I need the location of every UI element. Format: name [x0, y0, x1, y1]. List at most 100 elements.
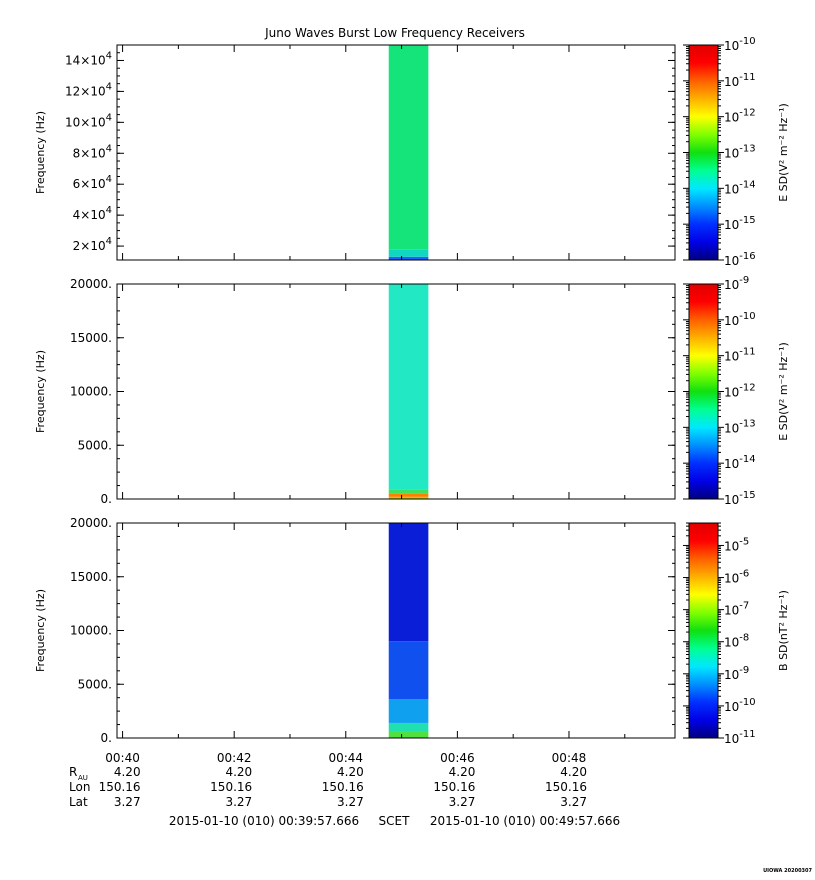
colorbar-tick-exponent: -12 — [739, 108, 755, 119]
ephemeris-row-label: Lon — [69, 780, 90, 794]
footer-end-time: 2015-01-10 (010) 00:49:57.666 — [430, 814, 620, 828]
y-tick-exponent: 4 — [106, 112, 112, 123]
time-axis-labels: 00:40 00:42 00:44 00:46 00:48 — [105, 751, 586, 765]
spectrogram-band — [388, 493, 429, 497]
time-tick-label: 00:46 — [440, 751, 475, 765]
y-tick-label: 15000. — [70, 331, 112, 345]
y-tick-exponent: 4 — [106, 50, 112, 61]
y-axis-label: Frequency (Hz) — [34, 350, 47, 433]
y-tick-label: 6×104 — [73, 174, 112, 191]
y-axis-label: Frequency (Hz) — [34, 111, 47, 194]
time-tick-label: 00:40 — [105, 751, 140, 765]
time-tick-label: 00:42 — [217, 751, 252, 765]
spectrogram-band — [388, 641, 429, 700]
colorbar-label: B SD(nT² Hz⁻¹) — [777, 590, 790, 671]
colorbar-tick-exponent: -9 — [739, 665, 749, 676]
ephemeris-value: 150.16 — [433, 780, 475, 794]
colorbar — [688, 44, 719, 261]
spectrogram-band — [388, 722, 429, 732]
colorbar-tick-label: 10-13 — [724, 144, 756, 161]
colorbar-tick-label: 10-11 — [724, 347, 756, 364]
ephemeris-value: 3.27 — [225, 795, 252, 809]
y-tick-label: 0. — [101, 731, 112, 745]
colorbar-tick-label: 10-8 — [724, 633, 749, 650]
ephemeris-row-label: R — [69, 765, 77, 779]
ephemeris-value: 150.16 — [322, 780, 364, 794]
chart-title: Juno Waves Burst Low Frequency Receivers — [264, 26, 525, 40]
colorbar-tick-exponent: -13 — [739, 144, 755, 155]
colorbar-label: E SD(V² m⁻² Hz⁻¹) — [777, 342, 790, 441]
colorbar-tick-exponent: -16 — [739, 251, 755, 262]
colorbar-tick-label: 10-16 — [724, 251, 756, 268]
ephemeris-value: 3.27 — [449, 795, 476, 809]
colorbar-tick-label: 10-10 — [724, 697, 756, 714]
credit-label: UIOWA 20200307 — [763, 868, 812, 874]
colorbar-tick-label: 10-10 — [724, 311, 756, 328]
colorbar-tick-exponent: -14 — [739, 179, 755, 190]
spectrogram-band — [388, 699, 429, 723]
colorbar-tick-exponent: -10 — [739, 697, 755, 708]
ephemeris-value: 3.27 — [114, 795, 141, 809]
colorbar-tick-label: 10-15 — [724, 490, 756, 507]
spectrogram-band — [388, 731, 429, 738]
footer-start-time: 2015-01-10 (010) 00:39:57.666 — [169, 814, 359, 828]
ephemeris-value: 4.20 — [337, 765, 364, 779]
ephemeris-value: 150.16 — [545, 780, 587, 794]
panel-1: 2×104 4×104 6×104 8×104 10×104 12×104 14×104 Fr… — [34, 36, 790, 268]
ephemeris-row-sublabel: AU — [78, 774, 88, 782]
spectrogram-band — [388, 45, 429, 250]
ephemeris-row-label: Lat — [69, 795, 88, 809]
time-tick-label: 00:44 — [328, 751, 363, 765]
spectrogram-band — [388, 523, 429, 642]
colorbar-tick-exponent: -9 — [739, 275, 749, 286]
ephemeris-value: 3.27 — [337, 795, 364, 809]
colorbar-tick-label: 10-14 — [724, 454, 756, 471]
colorbar-tick-label: 10-7 — [724, 601, 749, 618]
y-tick-label: 20000. — [70, 277, 112, 291]
y-tick-label: 0. — [101, 492, 112, 506]
y-tick-label: 2×104 — [73, 236, 112, 253]
colorbar-tick-exponent: -5 — [739, 536, 749, 547]
y-tick-exponent: 4 — [106, 81, 112, 92]
y-tick-exponent: 4 — [106, 205, 112, 216]
y-tick-label: 10×104 — [65, 112, 112, 129]
colorbar-tick-exponent: -14 — [739, 454, 755, 465]
y-tick-label: 10000. — [70, 385, 112, 399]
y-tick-label: 20000. — [70, 516, 112, 530]
colorbar — [688, 283, 719, 500]
colorbar-tick-exponent: -11 — [739, 347, 755, 358]
colorbar-tick-exponent: -15 — [739, 490, 755, 501]
spectrogram-band — [388, 256, 429, 260]
colorbar-tick-exponent: -11 — [739, 72, 755, 83]
y-axis-label: Frequency (Hz) — [34, 589, 47, 672]
colorbar-tick-label: 10-11 — [724, 729, 756, 746]
y-tick-exponent: 4 — [106, 236, 112, 247]
y-tick-label: 4×104 — [73, 205, 112, 222]
ephemeris-value: 4.20 — [114, 765, 141, 779]
colorbar-tick-label: 10-9 — [724, 665, 749, 682]
y-tick-label: 5000. — [78, 438, 112, 452]
colorbar-tick-label: 10-12 — [724, 383, 756, 400]
colorbar-tick-exponent: -10 — [739, 36, 755, 47]
colorbar-tick-exponent: -7 — [739, 601, 749, 612]
footer-scet-label: SCET — [379, 814, 411, 828]
colorbar-tick-exponent: -11 — [739, 729, 755, 740]
spectrogram-band — [388, 249, 429, 257]
colorbar-tick-label: 10-14 — [724, 179, 756, 196]
y-tick-label: 14×104 — [65, 50, 112, 67]
y-tick-exponent: 4 — [106, 174, 112, 185]
ephemeris-value: 150.16 — [99, 780, 141, 794]
plot-frame — [116, 44, 676, 261]
colorbar-tick-exponent: -15 — [739, 215, 755, 226]
spectrogram-band — [388, 489, 429, 494]
ephemeris-value: 3.27 — [560, 795, 587, 809]
colorbar-tick-label: 10-9 — [724, 275, 749, 292]
ephemeris-table: R AU 4.20 4.20 4.20 4.20 4.20 Lon 150.16 150.16 15… — [69, 765, 587, 809]
y-tick-exponent: 4 — [106, 143, 112, 154]
spectrogram-band — [388, 284, 429, 490]
colorbar-tick-label: 10-6 — [724, 569, 749, 586]
y-tick-label: 15000. — [70, 570, 112, 584]
y-tick-label: 10000. — [70, 624, 112, 638]
colorbar — [688, 522, 719, 739]
time-tick-label: 00:48 — [552, 751, 587, 765]
